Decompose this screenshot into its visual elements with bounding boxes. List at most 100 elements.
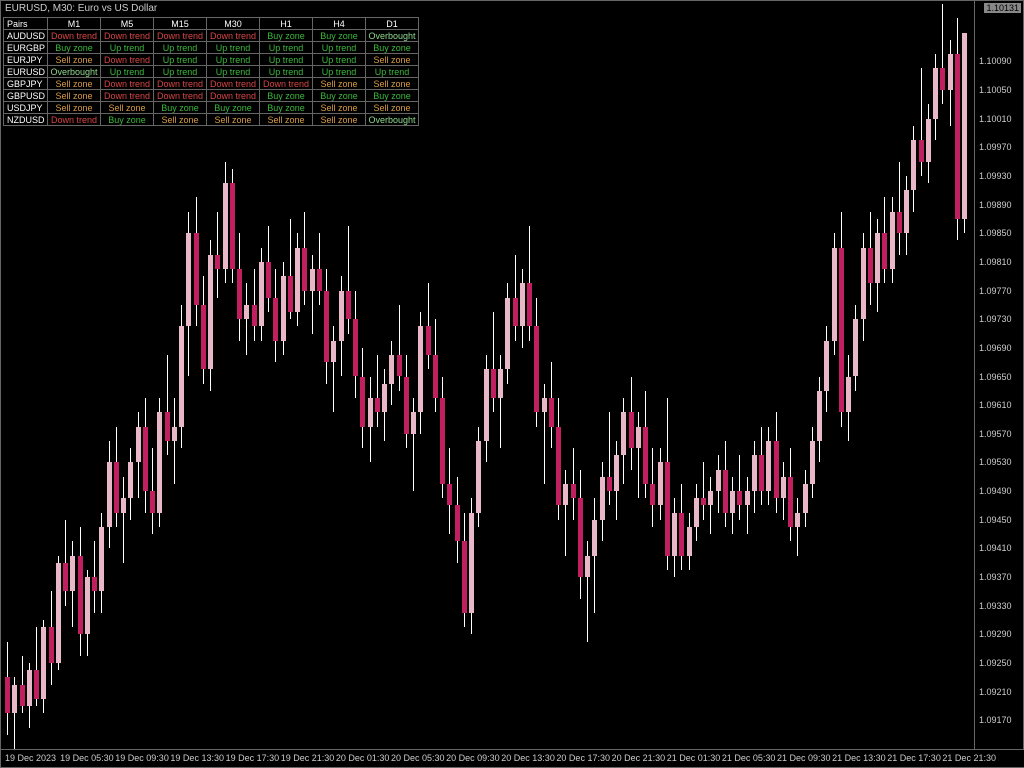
x-axis-label: 21 Dec 17:30 [887,753,941,763]
signal-cell: Down trend [101,30,154,42]
signal-cell: Sell zone [313,102,366,114]
y-axis-label: 1.09290 [979,629,1012,639]
y-axis-label: 1.10010 [979,114,1012,124]
table-header: M5 [101,18,154,30]
y-axis-label: 1.09810 [979,257,1012,267]
signal-cell: Buy zone [260,102,313,114]
signal-cell: Overbought [366,30,419,42]
x-axis-label: 20 Dec 13:30 [501,753,555,763]
signal-cell: Up trend [207,66,260,78]
signal-cell: Up trend [207,42,260,54]
current-price-tag: 1.10131 [984,3,1021,13]
signal-cell: Down trend [101,90,154,102]
signal-cell: Buy zone [260,30,313,42]
signal-cell: Down trend [101,78,154,90]
y-axis-label: 1.09970 [979,142,1012,152]
pair-cell: AUDUSD [4,30,48,42]
signal-cell: Overbought [366,114,419,126]
pair-cell: GBPJPY [4,78,48,90]
table-header: M30 [207,18,260,30]
x-axis-label: 19 Dec 2023 [5,753,56,763]
table-header: M15 [154,18,207,30]
x-axis-label: 20 Dec 21:30 [612,753,666,763]
signal-cell: Up trend [260,66,313,78]
signal-cell: Down trend [101,54,154,66]
signal-cell: Sell zone [366,102,419,114]
signal-cell: Down trend [207,78,260,90]
signal-cell: Up trend [260,54,313,66]
signal-cell: Up trend [313,66,366,78]
price-axis: 1.100901.100501.100101.099701.099301.098… [974,1,1023,751]
y-axis-label: 1.09210 [979,687,1012,697]
signal-cell: Up trend [366,66,419,78]
signal-cell: Buy zone [313,30,366,42]
y-axis-label: 1.09610 [979,400,1012,410]
signal-cell: Up trend [154,54,207,66]
pair-cell: NZDUSD [4,114,48,126]
signal-cell: Sell zone [366,78,419,90]
signal-cell: Down trend [48,30,101,42]
y-axis-label: 1.09490 [979,486,1012,496]
table-header: M1 [48,18,101,30]
y-axis-label: 1.10090 [979,56,1012,66]
y-axis-label: 1.09570 [979,429,1012,439]
signal-cell: Sell zone [313,78,366,90]
signal-cell: Sell zone [207,114,260,126]
signal-cell: Buy zone [313,90,366,102]
table-row: EURUSDOverboughtUp trendUp trendUp trend… [4,66,419,78]
signal-cell: Overbought [48,66,101,78]
signal-cell: Buy zone [48,42,101,54]
x-axis-label: 19 Dec 09:30 [115,753,169,763]
table-header: Pairs [4,18,48,30]
signal-cell: Down trend [154,90,207,102]
table-row: GBPJPYSell zoneDown trendDown trendDown … [4,78,419,90]
signal-cell: Down trend [154,78,207,90]
table-header: H1 [260,18,313,30]
pair-cell: EURUSD [4,66,48,78]
signal-cell: Down trend [260,78,313,90]
pair-cell: EURGBP [4,42,48,54]
pair-cell: EURJPY [4,54,48,66]
table-row: AUDUSDDown trendDown trendDown trendDown… [4,30,419,42]
signal-cell: Sell zone [101,102,154,114]
y-axis-label: 1.10050 [979,85,1012,95]
y-axis-label: 1.09250 [979,658,1012,668]
x-axis-label: 19 Dec 13:30 [170,753,224,763]
y-axis-label: 1.09530 [979,457,1012,467]
x-axis-label: 21 Dec 01:30 [667,753,721,763]
y-axis-label: 1.09890 [979,200,1012,210]
table-row: NZDUSDDown trendBuy zoneSell zoneSell zo… [4,114,419,126]
signal-cell: Buy zone [101,114,154,126]
signal-cell: Sell zone [260,114,313,126]
y-axis-label: 1.09650 [979,372,1012,382]
signal-cell: Up trend [154,42,207,54]
y-axis-label: 1.09450 [979,515,1012,525]
signal-cell: Buy zone [154,102,207,114]
signal-cell: Up trend [207,54,260,66]
signal-cell: Buy zone [366,42,419,54]
x-axis-label: 21 Dec 21:30 [942,753,996,763]
x-axis-label: 19 Dec 17:30 [226,753,280,763]
y-axis-label: 1.09330 [979,601,1012,611]
signal-cell: Up trend [260,42,313,54]
x-axis-label: 20 Dec 09:30 [446,753,500,763]
signal-cell: Up trend [101,66,154,78]
signal-cell: Sell zone [366,54,419,66]
signal-cell: Sell zone [48,102,101,114]
y-axis-label: 1.09770 [979,286,1012,296]
table-row: USDJPYSell zoneSell zoneBuy zoneBuy zone… [4,102,419,114]
signal-cell: Down trend [207,30,260,42]
signal-cell: Sell zone [154,114,207,126]
table-row: GBPUSDSell zoneDown trendDown trendDown … [4,90,419,102]
chart-title: EURUSD, M30: Euro vs US Dollar [5,3,157,14]
signal-cell: Buy zone [366,90,419,102]
x-axis-label: 21 Dec 09:30 [777,753,831,763]
table-header: D1 [366,18,419,30]
x-axis-label: 20 Dec 05:30 [391,753,445,763]
table-row: EURGBPBuy zoneUp trendUp trendUp trendUp… [4,42,419,54]
signal-cell: Up trend [313,42,366,54]
y-axis-label: 1.09730 [979,314,1012,324]
signal-cell: Down trend [207,90,260,102]
signal-cell: Up trend [101,42,154,54]
signal-cell: Sell zone [48,54,101,66]
